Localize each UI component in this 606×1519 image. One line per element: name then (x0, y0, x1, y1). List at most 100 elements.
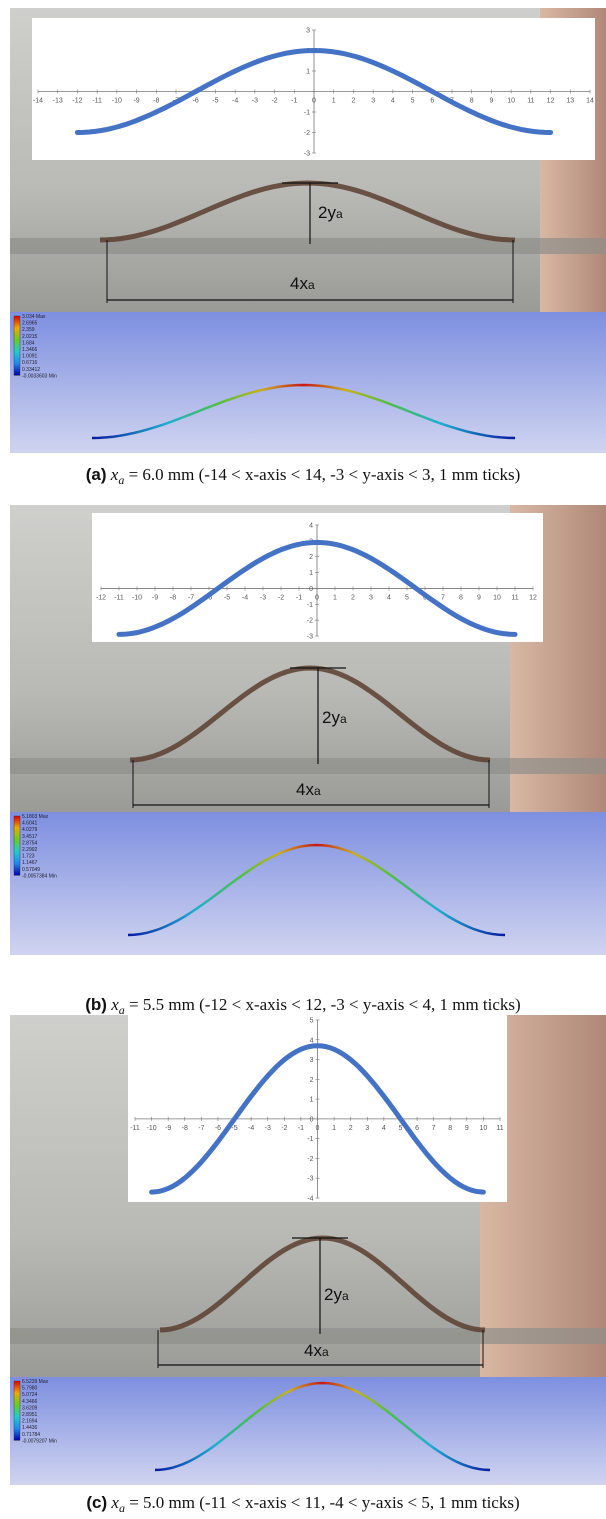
x-tick-label: 13 (566, 98, 574, 105)
x-tick-label: -9 (165, 1125, 171, 1132)
fea-panel (10, 312, 606, 453)
height-text: 2y (322, 708, 340, 727)
caption-text: = 5.5 mm (-12 < x-axis < 12, -3 < y-axis… (125, 995, 521, 1014)
x-tick-label: 11 (527, 98, 534, 105)
legend-min: -0.0033603 Min (22, 373, 57, 379)
height-sub: a (340, 712, 347, 726)
x-tick-label: 7 (441, 594, 445, 601)
legend-max: 6.5239 Max (22, 1379, 49, 1385)
legend-level: 5.7980 (22, 1386, 38, 1392)
legend-level: 0.57049 (22, 867, 40, 873)
x-tick-label: -13 (53, 98, 63, 105)
x-tick-label: -9 (133, 98, 139, 105)
x-tick-label: -5 (224, 594, 230, 601)
y-tick-label: 4 (310, 1037, 314, 1044)
caption-label: (a) (86, 465, 107, 484)
x-tick-label: 3 (371, 98, 375, 105)
y-tick-label: -2 (304, 130, 310, 137)
x-tick-label: -2 (281, 1125, 287, 1132)
x-tick-label: 4 (391, 98, 395, 105)
x-tick-label: 0 (315, 594, 319, 601)
legend-level: 0.33412 (22, 367, 40, 373)
x-tick-label: 1 (332, 1125, 336, 1132)
legend-bar (14, 816, 20, 875)
caption: (a) xa = 6.0 mm (-14 < x-axis < 14, -3 <… (86, 465, 521, 487)
y-tick-label: -1 (307, 1136, 313, 1143)
x-tick-label: 1 (332, 98, 336, 105)
x-tick-label: -11 (92, 98, 102, 105)
legend-level: 1.1467 (22, 860, 38, 866)
x-tick-label: -1 (291, 98, 297, 105)
x-tick-label: -1 (296, 594, 302, 601)
x-tick-label: 11 (511, 594, 518, 601)
x-tick-label: 2 (351, 594, 355, 601)
x-tick-label: 1 (333, 594, 337, 601)
width-text: 4x (290, 274, 308, 293)
x-tick-label: 12 (547, 98, 555, 105)
x-tick-label: 5 (405, 594, 409, 601)
x-tick-label: -12 (96, 594, 106, 601)
legend-max: 5.1803 Max (22, 814, 49, 820)
x-tick-label: -9 (152, 594, 158, 601)
x-tick-label: 12 (529, 594, 537, 601)
y-tick-label: -1 (304, 110, 310, 117)
x-tick-label: 3 (365, 1125, 369, 1132)
x-tick-label: -1 (298, 1125, 304, 1132)
width-text: 4x (304, 1341, 322, 1360)
legend-level: 2.0215 (22, 334, 38, 340)
legend-level: 1.684 (22, 340, 35, 346)
x-tick-label: 0 (312, 98, 316, 105)
x-tick-label: -11 (114, 594, 124, 601)
x-tick-label: 8 (470, 98, 474, 105)
width-sub: a (322, 1345, 329, 1359)
x-tick-label: 2 (351, 98, 355, 105)
x-tick-label: -11 (130, 1125, 140, 1132)
legend-bar (14, 1381, 20, 1440)
y-tick-label: -1 (307, 602, 313, 609)
x-tick-label: -5 (212, 98, 218, 105)
legend-level: 2.359 (22, 327, 35, 333)
x-tick-label: 8 (459, 594, 463, 601)
y-tick-label: 4 (309, 523, 313, 530)
x-tick-label: 14 (586, 98, 594, 105)
x-tick-label: 5 (411, 98, 415, 105)
caption-text: = 5.0 mm (-11 < x-axis < 11, -4 < y-axis… (125, 1493, 520, 1512)
legend-level: 0.71784 (22, 1432, 40, 1438)
y-tick-label: 0 (310, 1116, 314, 1123)
x-tick-label: 9 (477, 594, 481, 601)
x-tick-label: 2 (349, 1125, 353, 1132)
x-tick-label: -7 (198, 1125, 204, 1132)
x-tick-label: -4 (248, 1125, 254, 1132)
fea-panel (10, 1377, 606, 1485)
legend-min: -0.0079207 Min (22, 1438, 57, 1444)
legend-level: 2.8951 (22, 1412, 38, 1418)
x-tick-label: 4 (382, 1125, 386, 1132)
y-tick-label: 5 (310, 1018, 314, 1025)
x-tick-label: -2 (271, 98, 277, 105)
x-tick-label: 10 (480, 1125, 488, 1132)
x-tick-label: -2 (278, 594, 284, 601)
figure: 2ya4xa-14-13-12-11-10-9-8-7-6-5-4-3-2-10… (0, 0, 606, 1519)
x-tick-label: 10 (507, 98, 515, 105)
legend-level: 5.0724 (22, 1392, 38, 1398)
x-tick-label: -4 (232, 98, 238, 105)
y-tick-label: 3 (310, 1057, 314, 1064)
x-tick-label: -10 (112, 98, 122, 105)
width-sub: a (308, 278, 315, 292)
x-tick-label: -8 (170, 594, 176, 601)
legend-min: -0.0057384 Min (22, 873, 57, 879)
y-tick-label: -2 (307, 1156, 313, 1163)
x-tick-label: -6 (193, 98, 199, 105)
y-tick-label: 2 (309, 554, 313, 561)
x-tick-label: -3 (252, 98, 258, 105)
legend-level: 1.4436 (22, 1425, 38, 1431)
x-tick-label: -8 (153, 98, 159, 105)
x-tick-label: 11 (496, 1125, 503, 1132)
x-tick-label: -14 (33, 98, 43, 105)
caption-text: = 6.0 mm (-14 < x-axis < 14, -3 < y-axis… (124, 465, 520, 484)
y-tick-label: -3 (304, 151, 310, 158)
width-text: 4x (296, 780, 314, 799)
caption-label: (b) (85, 995, 107, 1014)
